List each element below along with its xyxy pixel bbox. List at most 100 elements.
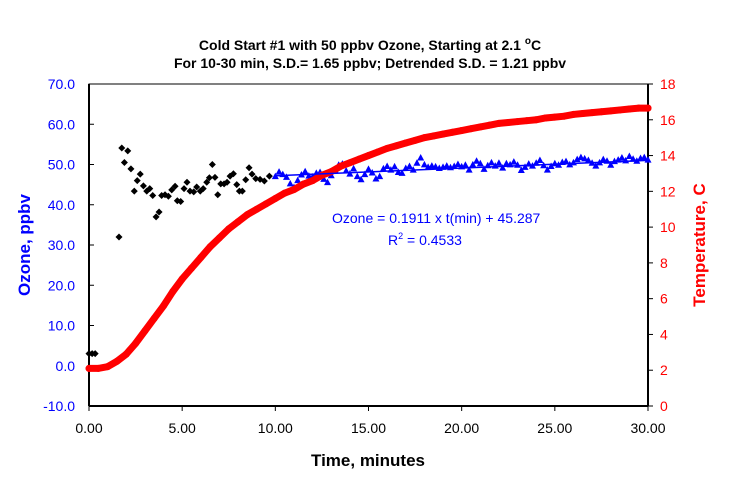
y-left-tick-label: 40.0	[48, 197, 75, 213]
ozone-point	[532, 159, 540, 166]
ozone-point	[454, 160, 462, 167]
temperature-point	[206, 243, 214, 251]
y-left-tick-label: 20.0	[48, 277, 75, 293]
ozone-point	[376, 172, 384, 180]
temperature-point	[467, 125, 475, 133]
temperature-point	[392, 142, 400, 150]
ozone-point	[361, 170, 369, 178]
ozone-point-early	[164, 192, 172, 200]
ozone-point	[402, 164, 410, 172]
ozone-point	[405, 162, 413, 170]
temperature-point	[225, 225, 233, 233]
temperature-point	[243, 211, 251, 219]
temperature-point	[113, 357, 121, 365]
ozone-point-early	[120, 158, 128, 166]
x-axis-label: Time, minutes	[311, 451, 425, 470]
ozone-point	[517, 166, 525, 174]
x-tick-label: 30.00	[630, 420, 665, 436]
ozone-point-early	[242, 176, 250, 184]
temperature-line	[85, 104, 652, 372]
ozone-point-early	[211, 173, 219, 181]
ozone-point-early	[152, 213, 160, 221]
ozone-point-early	[223, 178, 231, 186]
ozone-point	[350, 164, 358, 172]
ozone-point-early	[203, 178, 211, 186]
plot-area: 0.00 5.00 10.00 15.00 20.00 25.00 30.00-10.00.…	[43, 76, 676, 436]
ozone-point	[413, 159, 421, 166]
temperature-point	[635, 104, 643, 112]
ozone-point	[592, 162, 600, 169]
r-squared-label: R2 = 0.4533	[388, 231, 462, 248]
ozone-point	[379, 164, 387, 172]
temperature-point	[458, 127, 466, 135]
ozone-point	[495, 159, 503, 166]
y-right-tick-label: 6	[660, 291, 668, 307]
temperature-point	[85, 364, 93, 372]
y-left-tick-label: 30.0	[48, 237, 75, 253]
temperature-point	[187, 264, 195, 272]
ozone-point-early	[214, 191, 222, 199]
temperature-point	[411, 136, 419, 144]
y-left-tick-label: 60.0	[48, 116, 75, 132]
ozone-point-early	[248, 170, 256, 178]
temperature-point	[569, 110, 577, 118]
ozone-point	[573, 155, 581, 163]
y-right-tick-label: 14	[660, 148, 676, 164]
ozone-point	[301, 167, 309, 175]
ozone-point	[432, 162, 440, 170]
ozone-point	[487, 158, 495, 166]
ozone-point-early	[183, 178, 191, 186]
temperature-point	[197, 254, 205, 262]
ozone-point	[469, 160, 477, 168]
ozone-point	[499, 164, 507, 171]
ozone-point-early	[252, 175, 260, 183]
ozone-point	[283, 173, 291, 180]
temperature-point	[290, 186, 298, 194]
y-right-tick-label: 8	[660, 255, 668, 271]
temperature-point	[644, 104, 652, 112]
ozone-point	[618, 154, 626, 161]
ozone-point-early	[171, 182, 179, 190]
temperature-point	[625, 105, 633, 113]
temperature-point	[495, 119, 503, 127]
trendline-equation: Ozone = 0.1911 x t(min) + 45.287	[332, 210, 541, 226]
temperature-point	[486, 121, 494, 129]
y-right-tick-label: 4	[660, 326, 668, 342]
temperature-point	[579, 110, 587, 118]
ozone-point	[398, 169, 406, 176]
temperature-point	[616, 106, 624, 114]
ozone-point	[640, 153, 648, 161]
ozone-point-early	[190, 188, 198, 196]
temperature-point	[299, 180, 307, 188]
trendline	[275, 159, 649, 177]
temperature-point	[141, 327, 149, 335]
ozone-point-early	[136, 170, 144, 178]
temperature-point	[588, 109, 596, 117]
temperature-point	[271, 194, 279, 202]
x-tick-label: 25.00	[537, 420, 572, 436]
temperature-point	[318, 171, 326, 179]
ozone-point-early	[229, 170, 237, 178]
ozone-point-early	[149, 191, 157, 199]
ozone-point	[480, 165, 488, 172]
temperature-point	[504, 118, 512, 126]
temperature-point	[169, 288, 177, 296]
y-left-tick-label: 10.0	[48, 318, 75, 334]
ozone-point-early	[118, 144, 126, 152]
ozone-point-early	[177, 198, 185, 206]
ozone-point	[577, 153, 585, 161]
ozone-point-early	[245, 164, 253, 172]
temperature-point	[514, 118, 522, 126]
y-right-tick-label: 2	[660, 362, 668, 378]
ozone-point	[473, 157, 481, 164]
temperature-point	[523, 117, 531, 125]
ozone-point-early	[127, 165, 135, 173]
y-left-tick-label: -10.0	[43, 398, 75, 414]
ozone-point	[536, 156, 544, 163]
ozone-point-early	[208, 161, 216, 168]
y-left-tick-label: 0.0	[56, 358, 76, 374]
ozone-point	[342, 166, 350, 174]
ozone-point	[510, 158, 518, 165]
ozone-point	[294, 176, 302, 184]
